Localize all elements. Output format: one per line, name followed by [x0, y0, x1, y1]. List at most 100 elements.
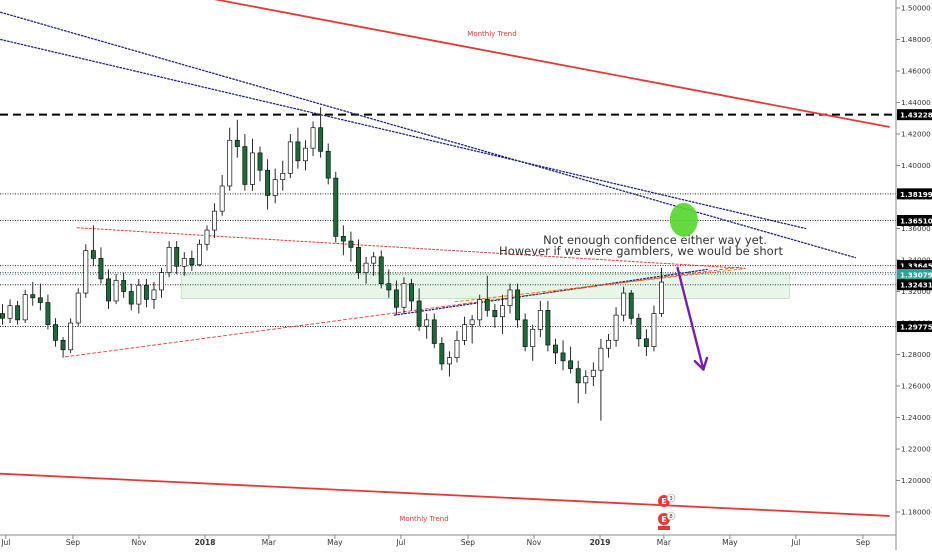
- descending-blue-inner-line[interactable]: [0, 38, 807, 230]
- candle-body: [98, 258, 104, 280]
- candle: [75, 288, 81, 327]
- price-level-tag[interactable]: 1.32431: [897, 279, 932, 291]
- candle: [348, 231, 354, 262]
- upper-monthly-trend-line[interactable]: [16, 0, 890, 128]
- trend-lines: [0, 0, 890, 517]
- candle: [477, 294, 483, 327]
- candle-body: [0, 313, 5, 319]
- candle-body: [560, 352, 566, 362]
- candle: [212, 203, 218, 238]
- time-tick-label: May: [327, 538, 343, 547]
- candle: [106, 269, 111, 309]
- price-levels: [0, 113, 896, 328]
- candle: [295, 127, 301, 169]
- candle-body: [545, 310, 551, 346]
- price-tick-label: 1.40000: [901, 161, 931, 170]
- red-upper-channel-line[interactable]: [76, 227, 746, 269]
- candle: [386, 269, 392, 298]
- price-level-tag-bg: [897, 214, 932, 226]
- candle: [484, 275, 490, 317]
- candle-body: [250, 152, 255, 185]
- price-level-tag[interactable]: 1.43228: [897, 109, 932, 121]
- candle-body: [515, 289, 521, 321]
- projection-arrow-head[interactable]: [702, 356, 709, 371]
- target-circle[interactable]: [669, 202, 698, 237]
- candle-body: [477, 299, 483, 321]
- price-tick-label: 1.22000: [901, 445, 931, 454]
- candle-body: [598, 347, 604, 371]
- candle: [242, 134, 248, 191]
- price-tick-label: 1.24000: [901, 413, 931, 422]
- candle: [174, 241, 180, 275]
- candle: [393, 280, 399, 316]
- candle-body: [227, 139, 233, 187]
- candle: [537, 300, 543, 338]
- candle-body: [265, 169, 271, 196]
- projection-arrow-head[interactable]: [693, 359, 705, 371]
- descending-blue-outer-line[interactable]: [0, 10, 857, 259]
- price-level-tag[interactable]: 1.36510: [897, 214, 932, 226]
- price-tick-label: 1.50000: [901, 4, 931, 13]
- price-level-tag[interactable]: 1.33079: [897, 269, 932, 281]
- price-level-tag[interactable]: 1.33645: [897, 260, 932, 272]
- candle-body: [651, 313, 657, 347]
- candle-body: [310, 127, 316, 149]
- candle: [651, 305, 657, 352]
- price-tick-label: 1.28000: [901, 350, 931, 359]
- candlesticks: [0, 107, 664, 421]
- candle: [98, 247, 104, 284]
- orange-rising-line[interactable]: [454, 268, 746, 303]
- support-zone-rect[interactable]: [180, 273, 790, 299]
- candle: [659, 267, 664, 317]
- time-tick-label: Sep: [66, 538, 80, 547]
- candle-body: [522, 319, 528, 347]
- candle-body: [492, 310, 498, 318]
- candle-body: [363, 262, 369, 273]
- candle: [227, 127, 233, 191]
- candle-body: [60, 339, 66, 351]
- note-line-2: However if we were gamblers, we would be…: [499, 244, 783, 258]
- candle-body: [83, 250, 89, 294]
- candle-body: [7, 305, 13, 319]
- price-level-tag[interactable]: 1.29775: [897, 321, 932, 333]
- candle-body: [143, 284, 149, 300]
- candle-body: [659, 281, 664, 314]
- candle-body: [356, 247, 361, 273]
- candle: [560, 340, 566, 371]
- candle: [159, 267, 164, 298]
- candle: [325, 143, 331, 185]
- candle: [143, 278, 149, 308]
- candle-body: [287, 141, 293, 174]
- candle-body: [204, 229, 210, 245]
- candle-body: [613, 314, 619, 341]
- candle-body: [242, 146, 248, 185]
- candle: [568, 346, 574, 374]
- candle: [583, 370, 589, 394]
- event-markers[interactable]: E 3E 8: [658, 493, 676, 530]
- candle-body: [45, 302, 51, 325]
- candle-body: [643, 338, 649, 347]
- candle: [287, 134, 293, 179]
- candle-body: [393, 289, 399, 308]
- candle: [37, 283, 43, 311]
- candle-body: [590, 369, 596, 377]
- projection-arrow-shaft[interactable]: [676, 266, 705, 371]
- candle: [401, 277, 407, 314]
- candle-body: [37, 297, 43, 303]
- price-tick-label: 1.18000: [901, 508, 931, 517]
- price-level-tag[interactable]: 1.38199: [897, 188, 932, 200]
- candle: [621, 286, 627, 322]
- candle-body: [121, 280, 127, 292]
- lower-monthly-trend-line[interactable]: [0, 472, 890, 517]
- candle: [507, 283, 513, 314]
- price-level-tag-label: 1.36510: [900, 216, 932, 225]
- event-marker-number: 8: [669, 514, 673, 520]
- candle-body: [636, 317, 642, 340]
- time-tick-label: Nov: [132, 538, 147, 547]
- price-level-tag-bg: [897, 188, 932, 200]
- price-tick-label: 1.48000: [901, 35, 931, 44]
- candle-body: [68, 322, 74, 351]
